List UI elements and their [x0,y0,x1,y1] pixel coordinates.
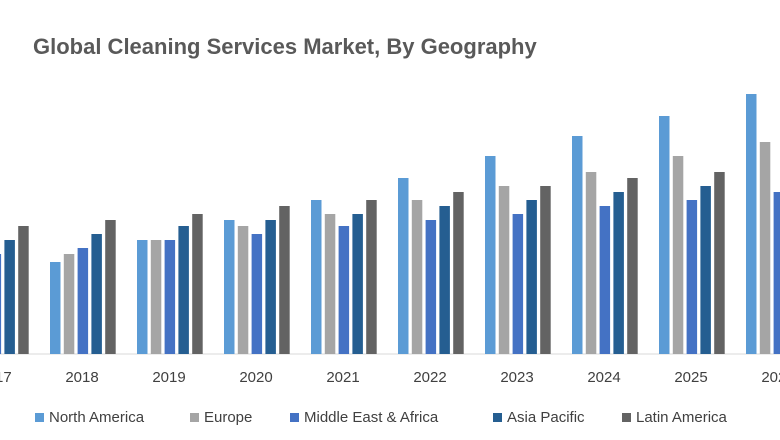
bar [425,220,437,354]
bar [0,254,2,354]
bar [338,226,350,354]
legend-swatch [190,413,199,422]
bar [164,240,176,354]
bar [498,186,510,354]
bar [279,206,290,354]
bar [512,214,524,354]
bar [526,200,537,354]
x-tick-label: 2023 [500,369,533,386]
bar [237,226,249,354]
bar [572,136,583,354]
bar [453,192,464,354]
bar [659,116,670,354]
bar [613,192,624,354]
legend-swatch [290,413,299,422]
bar [311,200,322,354]
x-tick-label: 2025 [674,369,707,386]
bar [540,186,551,354]
bar [746,94,757,354]
bar [63,254,75,354]
bar [366,200,377,354]
legend-swatch [493,413,502,422]
bar [224,220,235,354]
legend-label: Latin America [636,409,728,426]
bar [714,172,725,354]
x-tick-label: 2021 [326,369,359,386]
bar [759,142,771,354]
bar [105,220,116,354]
x-tick-label: 2019 [152,369,185,386]
bar [178,226,189,354]
bar [18,226,29,354]
bar [627,178,638,354]
bar [251,234,263,354]
bar [137,240,148,354]
bar [4,240,15,354]
bar [192,214,203,354]
bar [672,156,684,354]
bar [398,178,409,354]
legend-label: Europe [204,409,252,426]
x-tick-label: 2020 [239,369,272,386]
bar [773,192,780,354]
bar [411,200,423,354]
x-tick-label: 2026 [761,369,780,386]
bar [439,206,450,354]
bar [77,248,89,354]
bar [700,186,711,354]
legend-label: Asia Pacific [507,409,585,426]
x-tick-label: 2018 [65,369,98,386]
x-tick-label: 2022 [413,369,446,386]
bar [324,214,336,354]
x-tick-label: 2024 [587,369,620,386]
bar [485,156,496,354]
bar [585,172,597,354]
legend-swatch [622,413,631,422]
bar [599,206,611,354]
bar [91,234,102,354]
bar [265,220,276,354]
bar [50,262,61,354]
legend-swatch [35,413,44,422]
x-tick-label: 2017 [0,369,12,386]
bar [150,240,162,354]
bar [686,200,698,354]
legend-label: North America [49,409,145,426]
chart-title: Global Cleaning Services Market, By Geog… [33,34,537,59]
bar [352,214,363,354]
legend-label: Middle East & Africa [304,409,439,426]
